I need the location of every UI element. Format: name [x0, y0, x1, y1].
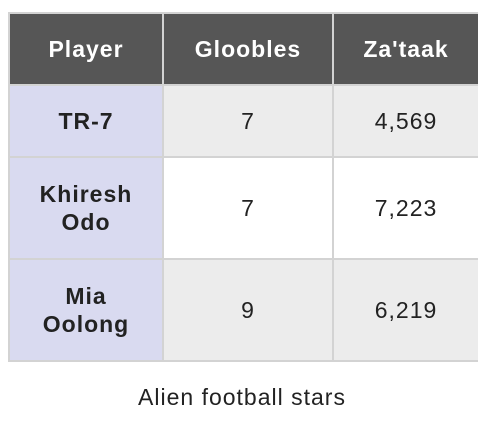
- table-caption: Alien football stars: [138, 384, 346, 410]
- table-header-row: Player Gloobles Za'taak: [10, 14, 478, 84]
- player-name-cell: Khiresh Odo: [10, 158, 162, 258]
- table-row: Mia Oolong 9 6,219: [10, 260, 478, 360]
- player-name-line: Oolong: [42, 311, 130, 337]
- table-row: TR-7 7 4,569: [10, 86, 478, 156]
- stats-table-container: Player Gloobles Za'taak TR-7 7 4,569 Khi…: [8, 12, 478, 362]
- player-name-line: Mia: [65, 283, 107, 309]
- zataak-cell: 7,223: [334, 158, 478, 258]
- player-name-cell: Mia Oolong: [10, 260, 162, 360]
- column-header-gloobles: Gloobles: [164, 14, 332, 84]
- player-name-cell: TR-7: [10, 86, 162, 156]
- zataak-cell: 6,219: [334, 260, 478, 360]
- gloobles-cell: 7: [164, 86, 332, 156]
- player-name-line: Khiresh: [39, 181, 133, 207]
- player-name-line: Odo: [61, 209, 111, 235]
- gloobles-cell: 9: [164, 260, 332, 360]
- player-name-line: TR-7: [58, 108, 114, 134]
- zataak-cell: 4,569: [334, 86, 478, 156]
- stats-table: Player Gloobles Za'taak TR-7 7 4,569 Khi…: [8, 12, 480, 362]
- column-header-zataak: Za'taak: [334, 14, 478, 84]
- table-row: Khiresh Odo 7 7,223: [10, 158, 478, 258]
- column-header-player: Player: [10, 14, 162, 84]
- gloobles-cell: 7: [164, 158, 332, 258]
